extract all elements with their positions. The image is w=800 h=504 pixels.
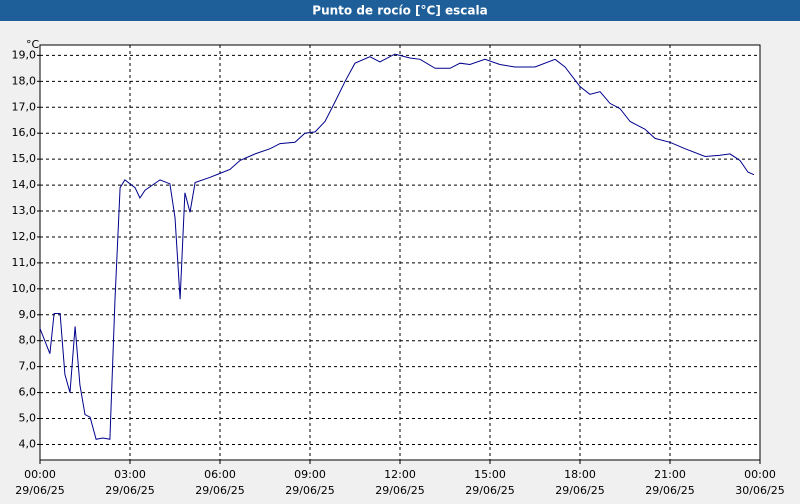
y-axis-label: °C	[26, 38, 40, 51]
x-tick-label: 21:00	[654, 468, 686, 481]
x-tick-label: 15:00	[474, 468, 506, 481]
y-tick-label: 4,0	[19, 437, 37, 450]
x-tick-date: 29/06/25	[195, 484, 244, 497]
title-bar	[0, 0, 800, 21]
y-tick-label: 18,0	[12, 74, 37, 87]
chart-title: Punto de rocío [°C] escala	[312, 4, 487, 18]
x-tick-label: 12:00	[384, 468, 416, 481]
y-tick-label: 12,0	[12, 230, 37, 243]
y-tick-label: 5,0	[19, 412, 37, 425]
y-tick-label: 7,0	[19, 360, 37, 373]
x-tick-date: 30/06/25	[735, 484, 784, 497]
y-tick-label: 17,0	[12, 100, 37, 113]
x-tick-date: 29/06/25	[555, 484, 604, 497]
data-line	[39, 53, 755, 440]
x-tick-label: 03:00	[114, 468, 146, 481]
y-tick-label: 16,0	[12, 126, 37, 139]
y-tick-label: 9,0	[19, 308, 37, 321]
x-tick-label: 06:00	[204, 468, 236, 481]
y-tick-label: 11,0	[12, 256, 37, 269]
y-tick-label: 8,0	[19, 334, 37, 347]
x-tick-date: 29/06/25	[465, 484, 514, 497]
y-tick-label: 10,0	[12, 282, 37, 295]
plot-area	[39, 44, 761, 461]
x-tick-label: 00:00	[24, 468, 56, 481]
y-tick-label: 19,0	[12, 48, 37, 61]
x-tick-date: 29/06/25	[645, 484, 694, 497]
y-tick-label: 13,0	[12, 204, 37, 217]
x-tick-label: 00:00	[744, 468, 776, 481]
y-tick-label: 15,0	[12, 152, 37, 165]
y-tick-label: 14,0	[12, 178, 37, 191]
x-tick-date: 29/06/25	[15, 484, 64, 497]
x-tick-date: 29/06/25	[375, 484, 424, 497]
x-tick-label: 18:00	[564, 468, 596, 481]
x-tick-date: 29/06/25	[105, 484, 154, 497]
x-tick-date: 29/06/25	[285, 484, 334, 497]
y-tick-label: 6,0	[19, 386, 37, 399]
x-tick-label: 09:00	[294, 468, 326, 481]
